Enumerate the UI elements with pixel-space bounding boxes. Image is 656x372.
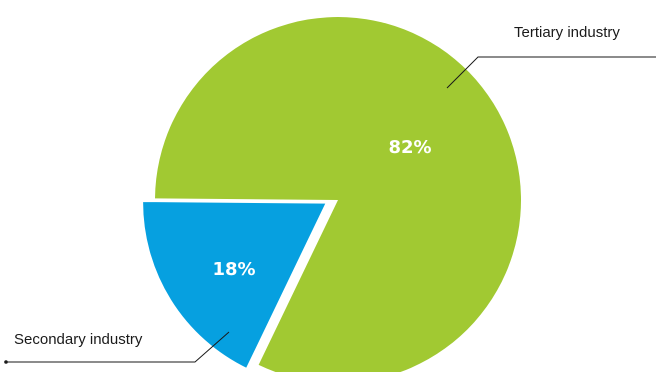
leader-line-tertiary bbox=[446, 56, 656, 89]
leader-line-secondary bbox=[6, 331, 230, 363]
category-label-tertiary: Tertiary industry bbox=[514, 24, 620, 41]
slice-value-label-tertiary: 82% bbox=[388, 137, 431, 158]
category-label-secondary: Secondary industry bbox=[14, 331, 143, 348]
slice-value-label-secondary: 18% bbox=[212, 259, 255, 280]
pie-slice-tertiary bbox=[155, 17, 522, 372]
leader-line-end-dot bbox=[4, 360, 8, 364]
pie-slice-secondary bbox=[140, 198, 330, 372]
pie-slices bbox=[140, 17, 522, 372]
